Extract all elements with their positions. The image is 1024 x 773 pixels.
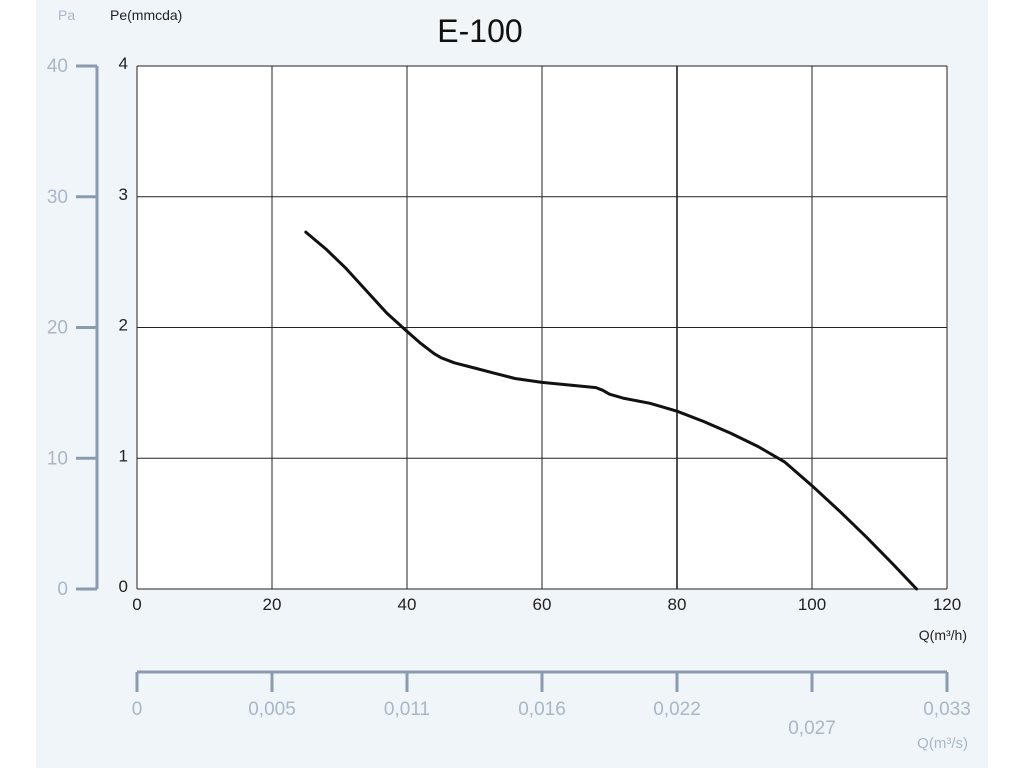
chart-title: E-100: [437, 13, 522, 49]
x-tick-label: 20: [263, 595, 282, 614]
secondary-x-tick-label: 0,016: [518, 699, 566, 720]
x-tick-label: 100: [798, 595, 826, 614]
secondary-x-tick-label: 0,011: [384, 699, 430, 720]
y-tick-label: 0: [119, 577, 128, 596]
secondary-y-tick-label: 30: [47, 187, 68, 208]
secondary-y-tick-label: 40: [47, 56, 68, 77]
secondary-x-tick-label: 0,005: [248, 699, 296, 720]
y-tick-label: 1: [119, 446, 128, 465]
x-tick-label: 40: [398, 595, 417, 614]
y-tick-label: 3: [119, 185, 128, 204]
secondary-x-tick-label: 0,027: [788, 718, 836, 739]
secondary-y-tick-label: 10: [47, 448, 68, 469]
x-tick-label: 0: [132, 595, 141, 614]
x-tick-label: 80: [668, 595, 687, 614]
y-axis-label: Pe(mmcda): [110, 7, 182, 23]
y-tick-label: 4: [119, 54, 128, 73]
secondary-x-tick-label: 0: [132, 699, 143, 720]
x-tick-label: 60: [533, 595, 552, 614]
secondary-y-label: Pa: [58, 7, 75, 23]
performance-curve: [304, 230, 919, 591]
secondary-x-tick-label: 0,033: [923, 699, 971, 720]
y-tick-label: 2: [119, 316, 128, 335]
grid: [136, 65, 948, 590]
tick-labels: 0 20 40 60 80 100 120 0 1 2 3 4: [119, 54, 962, 614]
secondary-x-label: Q(m³/s): [917, 735, 968, 752]
secondary-x-tick-label: 0,022: [653, 699, 701, 720]
x-tick-label: 120: [933, 595, 961, 614]
secondary-y-tick-label: 0: [57, 579, 68, 600]
x-axis-label: Q(m³/h): [919, 627, 967, 643]
secondary-y-tick-label: 20: [47, 318, 68, 339]
